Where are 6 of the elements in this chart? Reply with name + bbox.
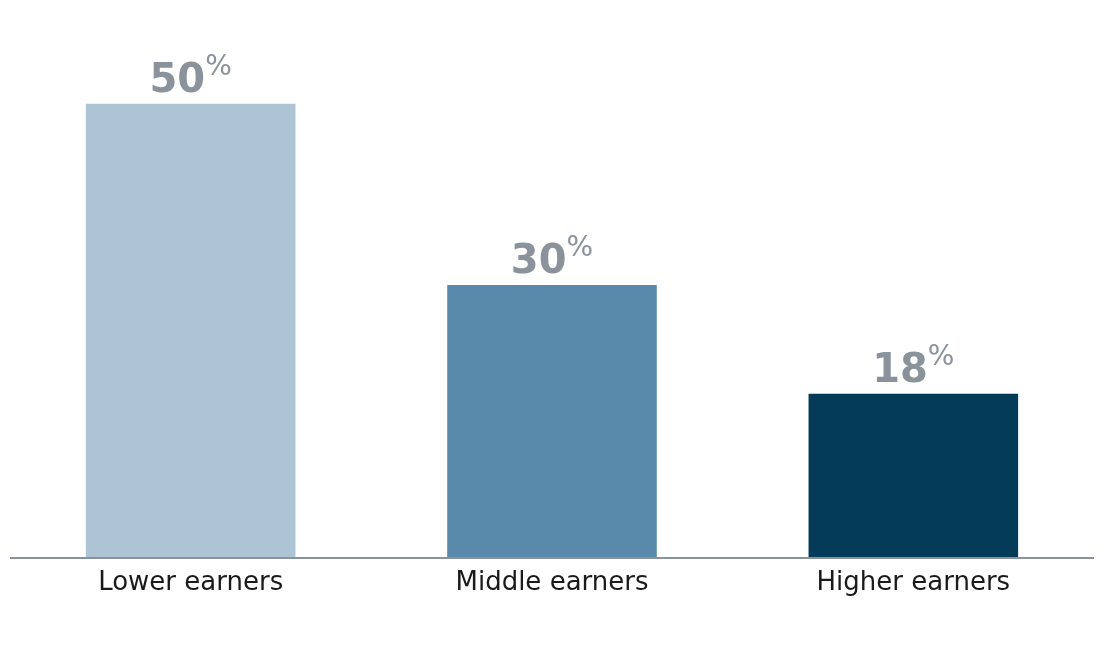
x-tick-label: Middle earners xyxy=(455,565,649,596)
x-tick-label: Lower earners xyxy=(98,565,284,596)
data-label: 18$^{%}$ xyxy=(872,339,955,391)
data-label: 50$^{%}$ xyxy=(149,49,232,101)
x-tick-label: Higher earners xyxy=(816,565,1011,596)
data-label: 30$^{%}$ xyxy=(510,230,594,283)
